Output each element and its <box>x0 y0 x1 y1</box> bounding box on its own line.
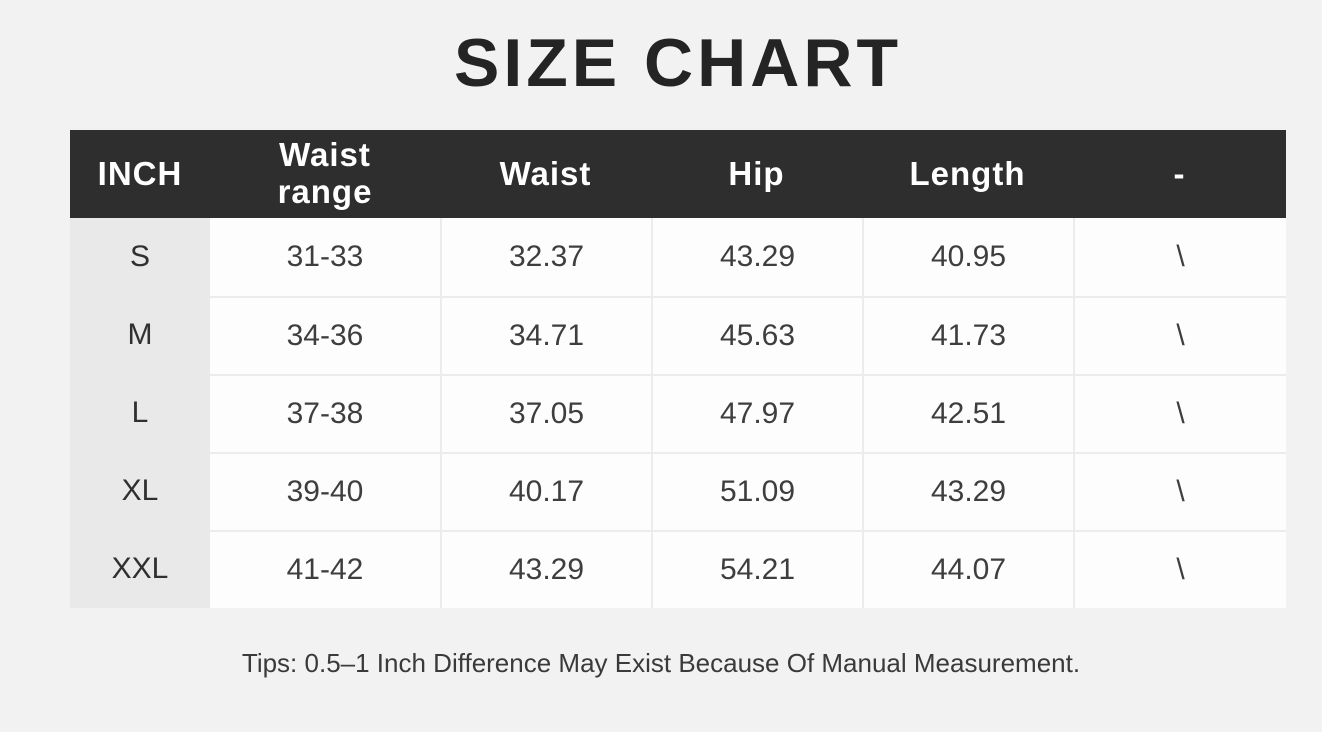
length-cell: 42.51 <box>862 374 1073 452</box>
size-label-cell: XXL <box>70 530 210 608</box>
length-cell: 44.07 <box>862 530 1073 608</box>
waist-cell: 40.17 <box>440 452 651 530</box>
table-row-xl: XL 39-40 40.17 51.09 43.29 \ <box>70 452 1286 530</box>
column-header-inch: INCH <box>97 154 183 192</box>
hip-cell: 51.09 <box>651 452 862 530</box>
size-label-cell: S <box>70 218 210 296</box>
note-cell: \ <box>1073 218 1286 296</box>
table-row-xxl: XXL 41-42 43.29 54.21 44.07 \ <box>70 530 1286 608</box>
column-header-waist-range: Waist range <box>277 136 373 210</box>
waist-cell: 32.37 <box>440 218 651 296</box>
table-row-m: M 34-36 34.71 45.63 41.73 \ <box>70 296 1286 374</box>
table-row-l: L 37-38 37.05 47.97 42.51 \ <box>70 374 1286 452</box>
waist-range-cell: 37-38 <box>210 374 440 452</box>
note-cell: \ <box>1073 530 1286 608</box>
waist-cell: 43.29 <box>440 530 651 608</box>
hip-cell: 45.63 <box>651 296 862 374</box>
waist-cell: 34.71 <box>440 296 651 374</box>
waist-range-cell: 34-36 <box>210 296 440 374</box>
note-cell: \ <box>1073 296 1286 374</box>
size-label-cell: XL <box>70 452 210 530</box>
column-header-length: Length <box>909 154 1026 192</box>
column-header-hip: Hip <box>728 154 785 192</box>
waist-range-cell: 31-33 <box>210 218 440 296</box>
length-cell: 41.73 <box>862 296 1073 374</box>
size-chart-table: INCH Waist range Waist Hip Length - S 31… <box>70 130 1286 608</box>
length-cell: 43.29 <box>862 452 1073 530</box>
page-title: SIZE CHART <box>454 25 902 101</box>
table-header-row: INCH Waist range Waist Hip Length - <box>70 130 1286 218</box>
hip-cell: 47.97 <box>651 374 862 452</box>
column-header-dash: - <box>1173 154 1186 192</box>
column-header-waist: Waist <box>499 154 592 192</box>
waist-range-cell: 41-42 <box>210 530 440 608</box>
hip-cell: 43.29 <box>651 218 862 296</box>
waist-cell: 37.05 <box>440 374 651 452</box>
size-label-cell: M <box>70 296 210 374</box>
size-label-cell: L <box>70 374 210 452</box>
measurement-tips-note: Tips: 0.5–1 Inch Difference May Exist Be… <box>241 648 1081 678</box>
note-cell: \ <box>1073 452 1286 530</box>
waist-range-cell: 39-40 <box>210 452 440 530</box>
length-cell: 40.95 <box>862 218 1073 296</box>
note-cell: \ <box>1073 374 1286 452</box>
table-row-s: S 31-33 32.37 43.29 40.95 \ <box>70 218 1286 296</box>
hip-cell: 54.21 <box>651 530 862 608</box>
